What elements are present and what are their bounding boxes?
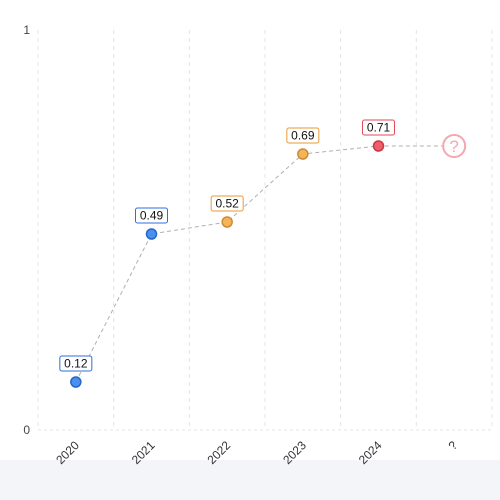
- x-tick-label: 2024: [356, 438, 385, 467]
- data-label: 0.52: [215, 197, 239, 211]
- data-point: [372, 140, 385, 152]
- x-tick-label: ?: [446, 438, 461, 453]
- data-label-box: [135, 207, 168, 224]
- y-tick-label: 1: [23, 23, 30, 37]
- data-label-box: [59, 355, 93, 372]
- data-label: 0.12: [64, 357, 88, 371]
- data-label: 0.71: [367, 121, 391, 135]
- data-label-box: [286, 127, 320, 144]
- y-tick-label: 0: [23, 423, 30, 437]
- x-tick-label: 2022: [205, 438, 234, 467]
- data-point: [145, 228, 158, 240]
- data-label: 0.69: [291, 129, 315, 143]
- data-label-box: [362, 119, 395, 136]
- x-tick-label: 2023: [280, 438, 309, 467]
- data-point: [297, 148, 309, 160]
- x-tick-label: 2020: [53, 438, 82, 467]
- data-point: [70, 376, 82, 388]
- unknown-point-marker: [442, 134, 467, 158]
- data-label-box: [210, 195, 244, 212]
- question-mark-icon: ?: [449, 137, 458, 156]
- data-label: 0.49: [140, 209, 164, 223]
- data-point: [221, 216, 233, 228]
- x-tick-label: 2021: [129, 438, 158, 467]
